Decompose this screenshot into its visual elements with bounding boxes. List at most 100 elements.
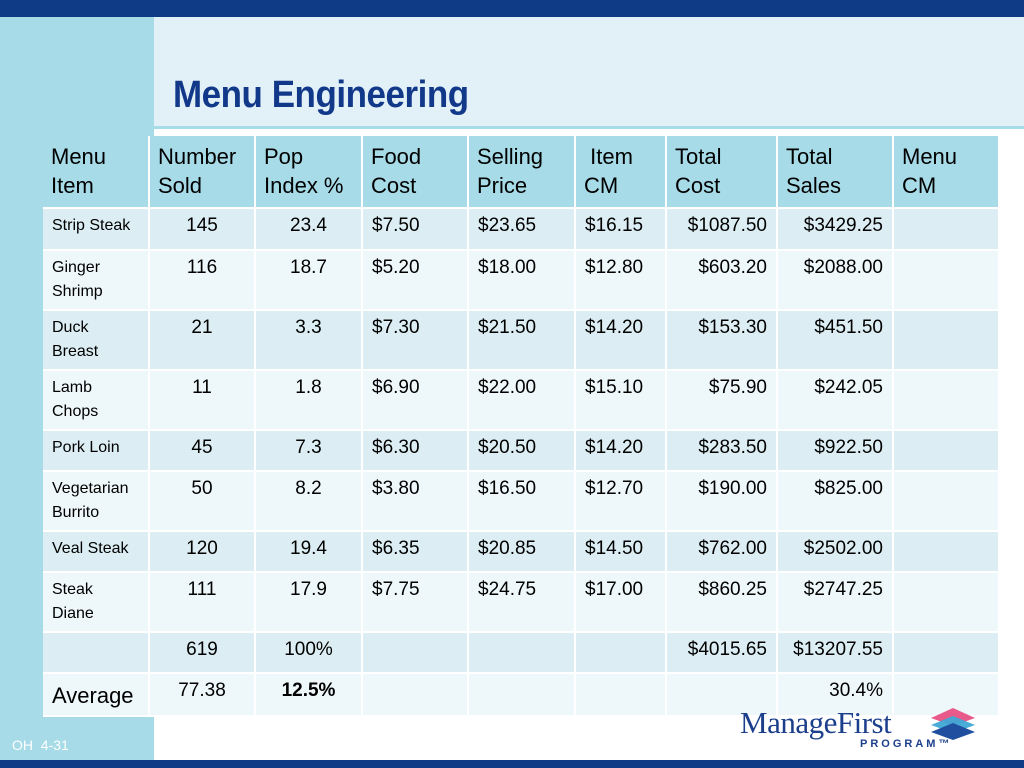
cell-menu-cm xyxy=(893,471,1000,532)
cell-food-cost: $5.20 xyxy=(362,250,469,311)
cell-selling-price: $21.50 xyxy=(468,310,576,371)
cell-average-total-cost xyxy=(666,673,778,717)
cell-food-cost: $3.80 xyxy=(362,471,469,532)
cell-number-sold: 111 xyxy=(149,572,256,633)
table-row: Duck Breast 21 3.3 $7.30 $21.50 $14.20 $… xyxy=(43,310,1000,371)
cell-food-cost: $7.75 xyxy=(362,572,469,633)
cell-pop-index: 1.8 xyxy=(255,370,363,431)
cell-menu-item: Veal Steak xyxy=(43,531,150,573)
cell-menu-cm xyxy=(893,250,1000,311)
cell-average-menu-cm xyxy=(893,673,1000,717)
logo-wordmark: ManageFirst xyxy=(740,705,892,740)
cell-menu-item: Steak Diane xyxy=(43,572,150,633)
cell-total-sales-total: $13207.55 xyxy=(777,632,894,674)
cell-menu-item: Pork Loin xyxy=(43,430,150,472)
cell-average-food-cost xyxy=(362,673,469,717)
header-selling-price: Selling Price xyxy=(468,136,576,209)
cell-menu-item xyxy=(43,632,150,674)
title-divider xyxy=(154,126,1024,129)
cell-item-cm: $16.15 xyxy=(575,208,667,251)
cell-total-cost: $190.00 xyxy=(666,471,778,532)
cell-food-cost: $7.30 xyxy=(362,310,469,371)
cell-menu-item: Vegetarian Burrito xyxy=(43,471,150,532)
cell-selling-price xyxy=(468,632,576,674)
table-row: Lamb Chops 11 1.8 $6.90 $22.00 $15.10 $7… xyxy=(43,370,1000,431)
cell-average-total-sales: 30.4% xyxy=(777,673,894,717)
cell-total-sales: $825.00 xyxy=(777,471,894,532)
cell-total-cost: $762.00 xyxy=(666,531,778,573)
cell-total-sales: $2747.25 xyxy=(777,572,894,633)
cell-item-cm xyxy=(575,632,667,674)
cell-total-sales: $3429.25 xyxy=(777,208,894,251)
cell-selling-price: $20.85 xyxy=(468,531,576,573)
cell-food-cost: $6.30 xyxy=(362,430,469,472)
cell-menu-cm xyxy=(893,430,1000,472)
header-item-cm: Item CM xyxy=(575,136,667,209)
cell-total-cost-total: $4015.65 xyxy=(666,632,778,674)
cell-total-cost: $603.20 xyxy=(666,250,778,311)
cell-total-cost: $283.50 xyxy=(666,430,778,472)
cell-selling-price: $16.50 xyxy=(468,471,576,532)
cell-food-cost: $6.90 xyxy=(362,370,469,431)
slide-number: OH 4-31 xyxy=(12,737,69,753)
cell-number-sold: 45 xyxy=(149,430,256,472)
logo-subtitle: PROGRAM™ xyxy=(860,738,953,750)
cell-food-cost: $7.50 xyxy=(362,208,469,251)
cell-pop-index: 17.9 xyxy=(255,572,363,633)
table-row: Strip Steak 145 23.4 $7.50 $23.65 $16.15… xyxy=(43,208,1000,251)
cell-item-cm: $14.20 xyxy=(575,430,667,472)
cell-selling-price: $22.00 xyxy=(468,370,576,431)
cell-number-sold: 50 xyxy=(149,471,256,532)
cell-menu-item: Ginger Shrimp xyxy=(43,250,150,311)
cell-total-cost: $153.30 xyxy=(666,310,778,371)
table-row: Steak Diane 111 17.9 $7.75 $24.75 $17.00… xyxy=(43,572,1000,633)
cell-item-cm: $12.70 xyxy=(575,471,667,532)
cell-total-sales: $451.50 xyxy=(777,310,894,371)
cell-average-selling-price xyxy=(468,673,576,717)
cell-average-label: Average xyxy=(43,673,150,717)
cell-number-sold: 21 xyxy=(149,310,256,371)
cell-menu-item: Duck Breast xyxy=(43,310,150,371)
cell-food-cost: $6.35 xyxy=(362,531,469,573)
cell-total-sales: $242.05 xyxy=(777,370,894,431)
logo-chevron-icon xyxy=(931,708,975,740)
cell-menu-cm xyxy=(893,572,1000,633)
cell-selling-price: $24.75 xyxy=(468,572,576,633)
cell-total-cost: $1087.50 xyxy=(666,208,778,251)
cell-number-sold: 120 xyxy=(149,531,256,573)
cell-food-cost xyxy=(362,632,469,674)
table-row: Pork Loin 45 7.3 $6.30 $20.50 $14.20 $28… xyxy=(43,430,1000,472)
cell-item-cm: $15.10 xyxy=(575,370,667,431)
cell-item-cm: $17.00 xyxy=(575,572,667,633)
cell-menu-cm xyxy=(893,208,1000,251)
header-food-cost: Food Cost xyxy=(362,136,469,209)
table-totals-row: 619 100% $4015.65 $13207.55 xyxy=(43,632,1000,674)
cell-menu-cm xyxy=(893,632,1000,674)
cell-average-number-sold: 77.38 xyxy=(149,673,256,717)
cell-total-sales: $2088.00 xyxy=(777,250,894,311)
slide-title: Menu Engineering xyxy=(173,74,469,116)
cell-pop-index: 19.4 xyxy=(255,531,363,573)
cell-total-cost: $860.25 xyxy=(666,572,778,633)
header-number-sold: Number Sold xyxy=(149,136,256,209)
cell-total-cost: $75.90 xyxy=(666,370,778,431)
cell-total-sales: $922.50 xyxy=(777,430,894,472)
cell-item-cm: $14.20 xyxy=(575,310,667,371)
cell-menu-cm xyxy=(893,310,1000,371)
cell-number-sold: 145 xyxy=(149,208,256,251)
table-row: Vegetarian Burrito 50 8.2 $3.80 $16.50 $… xyxy=(43,471,1000,532)
header-total-cost: Total Cost xyxy=(666,136,778,209)
header-menu-cm: Menu CM xyxy=(893,136,1000,209)
menu-engineering-table: Menu Item Number Sold Pop Index % Food Cost … xyxy=(43,136,1000,717)
title-band xyxy=(154,17,1024,128)
cell-total-sales: $2502.00 xyxy=(777,531,894,573)
table-header-row: Menu Item Number Sold Pop Index % Food Cost … xyxy=(43,136,1000,209)
cell-pop-index: 3.3 xyxy=(255,310,363,371)
cell-average-pop-index: 12.5% xyxy=(255,673,363,717)
cell-selling-price: $23.65 xyxy=(468,208,576,251)
cell-selling-price: $18.00 xyxy=(468,250,576,311)
cell-menu-item: Strip Steak xyxy=(43,208,150,251)
table-average-row: Average 77.38 12.5% 30.4% xyxy=(43,673,1000,717)
cell-pop-index: 18.7 xyxy=(255,250,363,311)
cell-number-sold: 116 xyxy=(149,250,256,311)
